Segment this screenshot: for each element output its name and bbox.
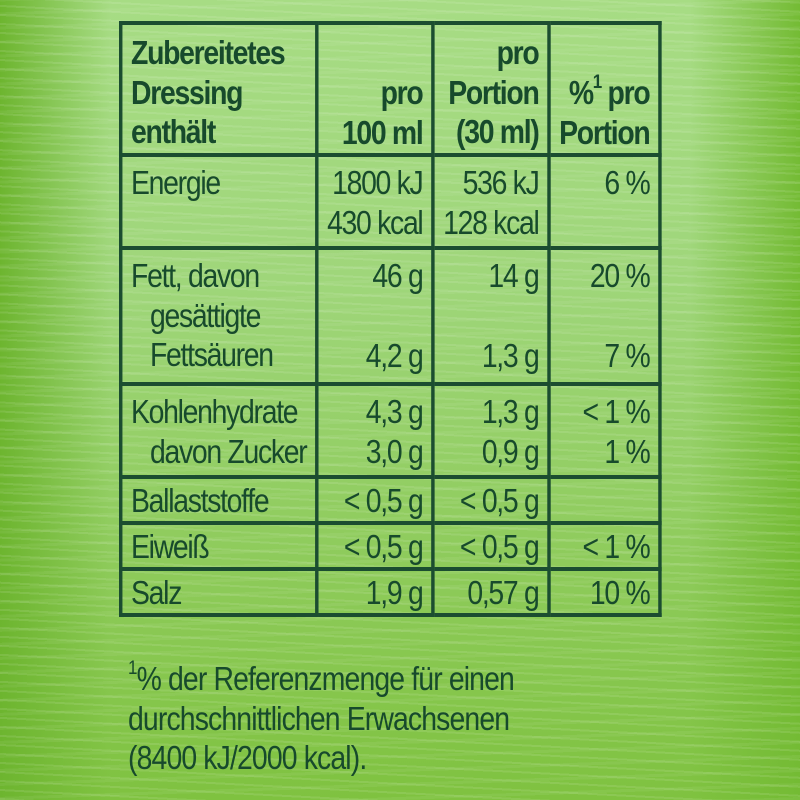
ballaststoffe-pct — [547, 475, 662, 525]
footnote-sup: 1 — [128, 657, 137, 680]
zucker-label: davon Zucker — [149, 432, 308, 470]
fett-percent: 20 % 7 % — [547, 246, 662, 386]
fett-sub-label-2: Fettsäuren — [149, 336, 274, 374]
fett-sub-pct: 7 % — [604, 336, 650, 374]
fett-pct: 20 % — [589, 257, 651, 294]
kohlenhydrate-label: Kohlenhydrate — [131, 393, 299, 430]
table-row-salz: Salz 1,9 g 0,57 g 10 % — [119, 567, 662, 617]
eiweiss-vport: < 0,5 g — [431, 521, 551, 571]
table-row-ballaststoffe: Ballaststoffe < 0,5 g < 0,5 g — [119, 475, 662, 525]
ballaststoffe-label: Ballaststoffe — [119, 475, 319, 525]
energie-per-portion: 536 kJ 128 kcal — [431, 153, 551, 250]
header-percent-sup: 1 — [592, 71, 602, 94]
header-per-portion-line3: (30 ml) — [456, 113, 540, 151]
fett-v100: 46 g — [372, 257, 423, 294]
energie-per-100ml: 1800 kJ 430 kcal — [315, 153, 435, 250]
table-row-fett: Fett, davon gesättigte Fettsäuren 46 g 4… — [119, 246, 662, 386]
fett-per-portion: 14 g 1,3 g — [431, 246, 551, 386]
header-nutrient: Zubereitetes Dressing enthält — [119, 21, 319, 157]
footnote-line3: (8400 kJ/2000 kcal). — [128, 739, 367, 777]
fett-sub-label-1: gesättigte — [149, 296, 261, 334]
salz-v100: 1,9 g — [315, 567, 435, 617]
header-percent-line2: Portion — [559, 113, 651, 151]
header-nutrient-line2: Dressing — [131, 73, 243, 111]
zucker-vport: 0,9 g — [481, 432, 540, 470]
table-row-eiweiss: Eiweiß < 0,5 g < 0,5 g < 1 % — [119, 521, 662, 571]
header-nutrient-line3: enthält — [131, 113, 216, 151]
kohlenhydrate-per-100ml: 4,3 g 3,0 g — [315, 382, 435, 479]
nutrition-table: Zubereitetes Dressing enthält pro 100 ml… — [119, 21, 662, 617]
kohlenhydrate-percent: < 1 % 1 % — [547, 382, 662, 479]
header-per-100ml: pro 100 ml — [315, 21, 435, 157]
footnote-line1: 1% der Referenzmenge für einen — [128, 657, 515, 699]
fett-per-100ml: 46 g 4,2 g — [315, 246, 435, 386]
header-per-100ml-line1: pro — [380, 74, 424, 111]
footnote: 1% der Referenzmenge für einen durchschn… — [128, 657, 515, 778]
header-percent-portion: %1 pro Portion — [547, 21, 662, 157]
ballaststoffe-v100: < 0,5 g — [315, 475, 435, 525]
energie-kj-100: 1800 kJ — [332, 164, 424, 201]
header-percent-line1: %1 pro — [559, 71, 651, 113]
energie-kcal-100: 430 kcal — [327, 203, 424, 241]
salz-vport: 0,57 g — [431, 567, 551, 617]
ballaststoffe-vport: < 0,5 g — [431, 475, 551, 525]
header-per-100ml-line2: 100 ml — [341, 113, 424, 151]
kohlenhydrate-label-cell: Kohlenhydrate davon Zucker — [119, 382, 319, 479]
table-row-energie: Energie 1800 kJ 430 kcal 536 kJ 128 kcal… — [119, 153, 662, 250]
zucker-v100: 3,0 g — [365, 432, 424, 470]
header-percent-pro: pro — [607, 74, 651, 111]
eiweiss-label: Eiweiß — [119, 521, 319, 571]
table-header-row: Zubereitetes Dressing enthält pro 100 ml… — [119, 21, 662, 157]
energie-kcal-portion: 128 kcal — [443, 203, 540, 241]
fett-label-cell: Fett, davon gesättigte Fettsäuren — [119, 246, 319, 386]
header-nutrient-line1: Zubereitetes — [131, 34, 286, 71]
eiweiss-v100: < 0,5 g — [315, 521, 435, 571]
energie-label: Energie — [119, 153, 319, 250]
fett-vport: 14 g — [488, 257, 539, 294]
footnote-line2: durchschnittlichen Erwachsenen — [128, 699, 510, 737]
header-percent-sign: % — [568, 74, 594, 111]
kohlenhydrate-per-portion: 1,3 g 0,9 g — [431, 382, 551, 479]
kohlenhydrate-v100: 4,3 g — [365, 393, 424, 430]
salz-label: Salz — [119, 567, 319, 617]
energie-percent: 6 % — [547, 153, 662, 250]
energie-kj-portion: 536 kJ — [462, 164, 540, 201]
kohlenhydrate-vport: 1,3 g — [481, 393, 540, 430]
kohlenhydrate-pct: < 1 % — [582, 393, 650, 430]
fett-sub-v100: 4,2 g — [365, 336, 424, 374]
header-per-portion-line1: pro — [496, 34, 540, 71]
fett-sub-vport: 1,3 g — [481, 336, 540, 374]
eiweiss-pct: < 1 % — [547, 521, 662, 571]
fett-label: Fett, davon — [131, 257, 260, 294]
header-per-portion: pro Portion (30 ml) — [431, 21, 551, 157]
salz-pct: 10 % — [547, 567, 662, 617]
footnote-line1-text: % der Referenzmenge für einen — [136, 660, 515, 697]
zucker-pct: 1 % — [604, 432, 650, 470]
table-row-kohlenhydrate: Kohlenhydrate davon Zucker 4,3 g 3,0 g 1… — [119, 382, 662, 479]
header-per-portion-line2: Portion — [448, 73, 540, 111]
